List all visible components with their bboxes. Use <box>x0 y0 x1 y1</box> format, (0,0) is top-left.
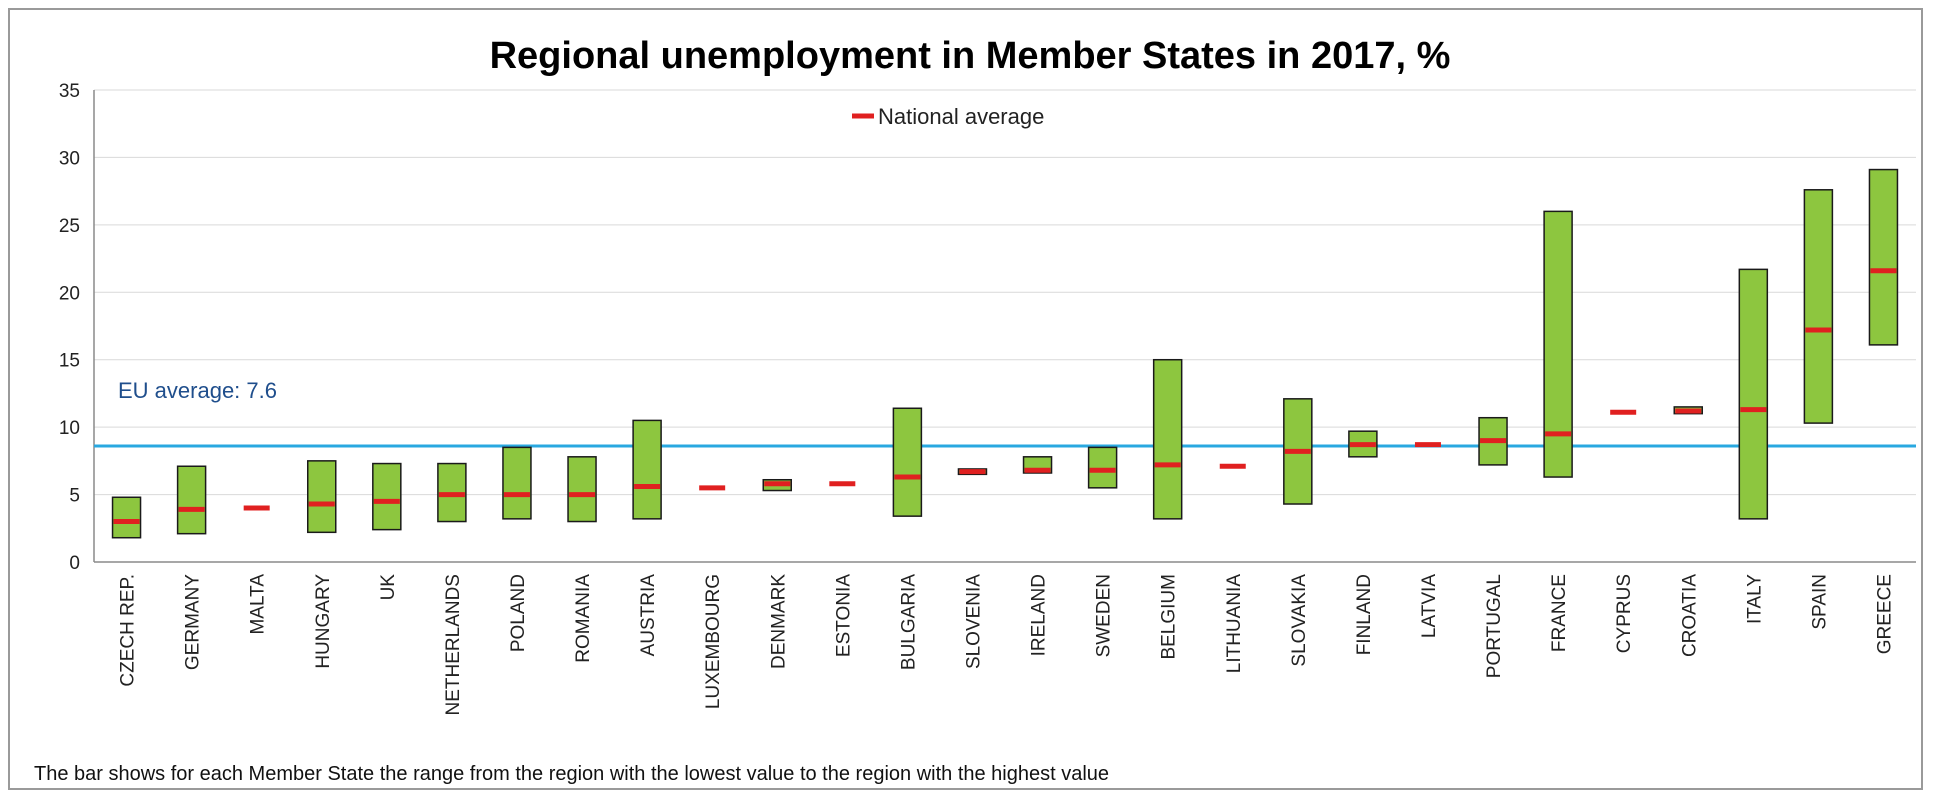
range-bar-germany <box>176 465 207 535</box>
y-tick-label: 0 <box>69 553 80 574</box>
category-label-hungary: HUNGARY <box>313 574 334 669</box>
chart-frame: Regional unemployment in Member States i… <box>8 8 1923 790</box>
y-tick-label: 10 <box>59 418 80 439</box>
range-bar-poland <box>502 446 532 520</box>
category-label-latvia: LATVIA <box>1419 574 1440 638</box>
category-label-bulgaria: BULGARIA <box>898 574 919 670</box>
chart-svg: Regional unemployment in Member States i… <box>34 35 1916 785</box>
y-tick-label: 30 <box>59 148 80 169</box>
category-label-cyprus: CYPRUS <box>1614 574 1635 653</box>
range-bar-greece <box>1868 168 1899 346</box>
y-tick-label: 5 <box>69 486 80 507</box>
category-label-czech-rep: CZECH REP. <box>118 574 139 687</box>
category-label-greece: GREECE <box>1874 574 1895 654</box>
range-bar-belgium <box>1152 358 1183 520</box>
category-label-portugal: PORTUGAL <box>1484 574 1505 678</box>
category-label-belgium: BELGIUM <box>1159 574 1180 660</box>
range-bar-spain <box>1803 189 1834 424</box>
y-tick-label: 20 <box>59 283 80 304</box>
category-label-estonia: ESTONIA <box>833 574 854 657</box>
category-label-romania: ROMANIA <box>573 574 594 663</box>
range-bar-uk <box>372 462 402 531</box>
range-bar-bulgaria <box>892 407 923 517</box>
range-bar-czech-rep <box>111 496 142 539</box>
category-label-slovenia: SLOVENIA <box>963 574 984 669</box>
category-label-finland: FINLAND <box>1354 574 1375 655</box>
category-label-ireland: IRELAND <box>1029 574 1050 656</box>
eu-average-label: EU average: 7.6 <box>118 378 277 403</box>
category-label-poland: POLAND <box>508 574 529 652</box>
range-bar-sweden <box>1087 446 1118 489</box>
category-label-denmark: DENMARK <box>768 574 789 669</box>
legend: National average <box>852 104 1044 129</box>
legend-national-average-label: National average <box>878 104 1044 129</box>
range-bar-italy <box>1738 268 1769 520</box>
category-label-spain: SPAIN <box>1809 574 1830 630</box>
category-label-italy: ITALY <box>1744 574 1765 624</box>
range-bar-romania <box>567 456 597 523</box>
category-label-lithuania: LITHUANIA <box>1224 574 1245 674</box>
category-label-luxembourg: LUXEMBOURG <box>703 574 724 709</box>
grid-layer: 0 5 10 15 20 25 30 35 <box>59 81 1916 574</box>
category-label-croatia: CROATIA <box>1679 574 1700 657</box>
chart-title: Regional unemployment in Member States i… <box>490 35 1451 77</box>
category-label-austria: AUSTRIA <box>638 574 659 657</box>
category-label-france: FRANCE <box>1549 574 1570 652</box>
category-label-germany: GERMANY <box>183 574 204 670</box>
category-label-netherlands: NETHERLANDS <box>443 574 464 715</box>
y-tick-label: 25 <box>59 216 80 237</box>
category-label-sweden: SWEDEN <box>1094 574 1115 657</box>
range-bar-france <box>1543 210 1573 478</box>
category-label-uk: UK <box>378 574 399 601</box>
range-bar-hungary <box>307 460 337 534</box>
bars-layer <box>111 168 1899 539</box>
range-bar-austria <box>632 419 662 520</box>
y-tick-label: 15 <box>59 351 80 372</box>
category-labels-layer: CZECH REP. GERMANY MALTA HUNGARY UK NETHERLAN… <box>118 574 1896 716</box>
category-label-malta: MALTA <box>248 574 269 635</box>
y-tick-label: 35 <box>59 81 80 102</box>
eu-average-layer: EU average: 7.6 <box>94 378 1916 448</box>
chart-footnote: The bar shows for each Member State the … <box>34 763 1109 785</box>
category-label-slovakia: SLOVAKIA <box>1289 574 1310 667</box>
